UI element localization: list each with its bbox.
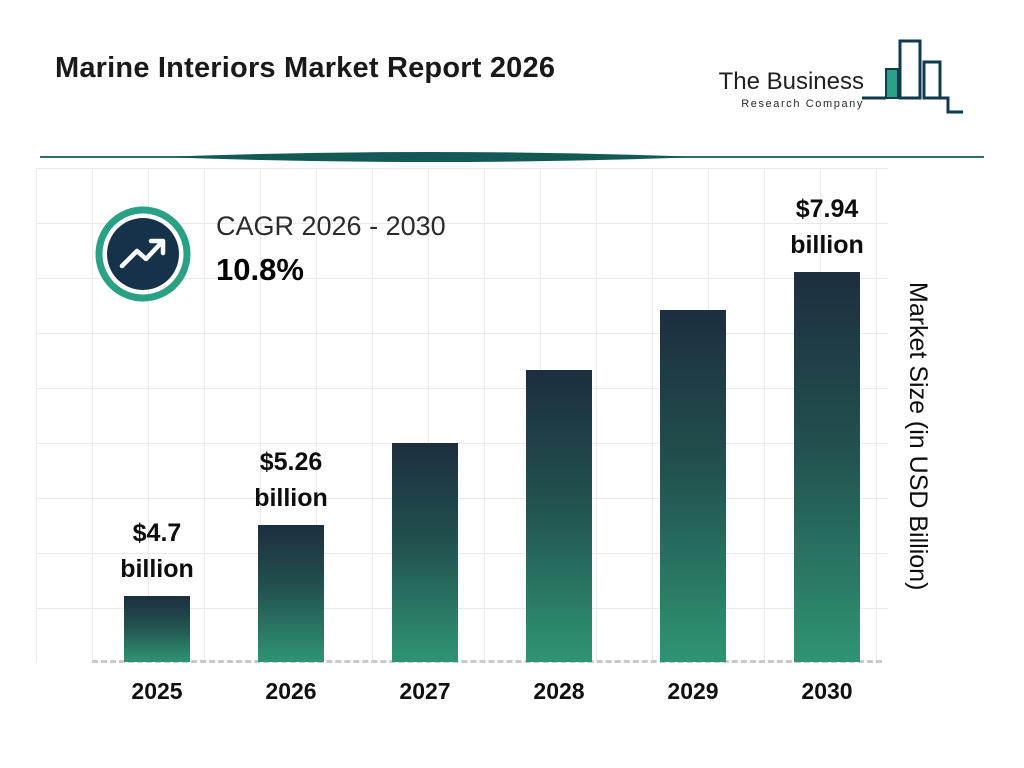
bar-column: $5.26 billion (231, 444, 351, 662)
company-logo-text: The Business Research Company (719, 68, 864, 110)
cagr-texts: CAGR 2026 - 2030 10.8% (216, 205, 446, 288)
logo-name: The Business (718, 68, 864, 95)
bar (124, 596, 190, 662)
bar-column (365, 443, 485, 662)
cagr-value: 10.8% (216, 252, 304, 287)
logo-subname: Research Company (741, 98, 864, 110)
y-axis-label: Market Size (in USD Billion) (904, 282, 932, 591)
page-title: Marine Interiors Market Report 2026 (55, 52, 556, 84)
bar-value-label: $5.26 billion (254, 447, 328, 512)
company-logo: The Business Research Company (719, 38, 966, 122)
bar-column: $7.94 billion (767, 191, 887, 662)
x-axis-baseline (92, 660, 882, 663)
bar-column (499, 370, 619, 662)
x-tick-label: 2029 (667, 678, 719, 704)
bar (526, 370, 592, 662)
bar-value-label: $7.94 billion (790, 194, 864, 259)
trending-up-icon (95, 206, 191, 302)
bar (258, 525, 324, 662)
bar (794, 272, 860, 662)
x-tick-label: 2028 (533, 678, 585, 704)
x-tick-label: 2027 (399, 678, 451, 704)
year-axis: 2025 2026 2027 2028 2029 2030 (97, 678, 887, 705)
logo-bar-chart-icon (862, 39, 963, 114)
accent-divider (40, 150, 984, 164)
bars-row: $4.7 billion $5.26 billion $7.94 billion (97, 192, 887, 662)
bar (392, 443, 458, 662)
bar-value-label: $4.7 billion (120, 518, 194, 583)
bar-column: $4.7 billion (97, 515, 217, 662)
x-tick-label: 2025 (131, 678, 183, 704)
bar-column (633, 310, 753, 662)
x-tick-label: 2026 (265, 678, 317, 704)
cagr-block: CAGR 2026 - 2030 10.8% (94, 205, 446, 303)
bar (660, 310, 726, 662)
cagr-label: CAGR 2026 - 2030 (216, 211, 446, 241)
x-tick-label: 2030 (801, 678, 853, 704)
